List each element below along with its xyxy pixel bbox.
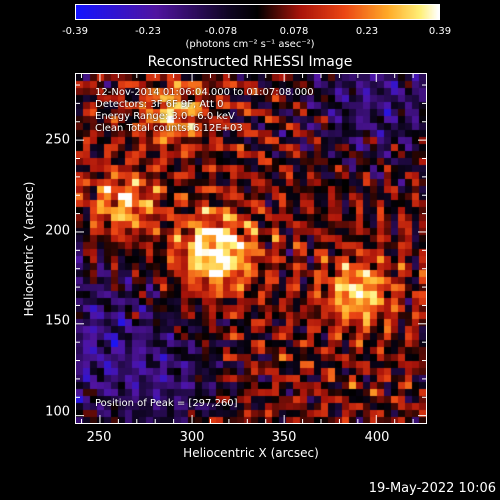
plot-timestamp: 19-May-2022 10:06 — [368, 481, 496, 496]
x-tick-label: 350 — [271, 430, 297, 445]
colorbar-tick: 0.078 — [279, 26, 309, 37]
x-axis-label: Heliocentric X (arcsec) — [183, 446, 319, 460]
colorbar-tick: -0.39 — [62, 26, 88, 37]
plot-title: Reconstructed RHESSI Image — [147, 54, 353, 70]
y-tick-label: 150 — [45, 313, 70, 329]
heatmap-canvas — [76, 74, 426, 423]
colorbar-tick: 0.23 — [355, 26, 379, 37]
colorbar-tick: -0.078 — [204, 26, 238, 37]
y-tick-label: 250 — [45, 132, 70, 148]
x-tick-label: 250 — [86, 430, 112, 445]
peak-position-label: Position of Peak = [297,260] — [95, 398, 238, 409]
x-tick-label: 400 — [364, 430, 390, 445]
time-range-label: 12-Nov-2014 01:06:04.000 to 01:07:08.000 — [95, 87, 314, 98]
y-axis-label: Heliocentric Y (arcsec) — [22, 181, 36, 317]
colorbar-gradient — [76, 5, 439, 19]
colorbar-tick: -0.23 — [135, 26, 161, 37]
energy-range-label: Energy Range: 3.0 - 6.0 keV — [95, 111, 235, 122]
colorbar — [75, 4, 440, 20]
clean-counts-label: Clean Total counts: 6.12E+03 — [95, 123, 243, 134]
image-plot — [75, 73, 427, 424]
colorbar-units: (photons cm⁻² s⁻¹ asec⁻²) — [185, 39, 315, 50]
y-tick-label: 100 — [45, 404, 70, 420]
detectors-label: Detectors: 3F 6F 9F, Att 0 — [95, 99, 224, 110]
colorbar-tick: 0.39 — [428, 26, 452, 37]
y-tick-label: 200 — [45, 223, 70, 239]
x-tick-label: 300 — [179, 430, 205, 445]
